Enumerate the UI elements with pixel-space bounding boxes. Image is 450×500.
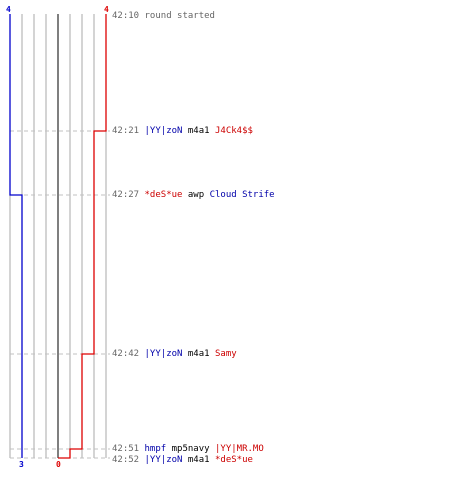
event-killer: *deS*ue: [144, 190, 183, 200]
event-weapon: awp: [187, 190, 205, 200]
event-time: 42:52: [112, 455, 140, 465]
event-weapon: m4a1: [187, 126, 210, 136]
event-time: 42:42: [112, 349, 140, 359]
red-team-line: [58, 14, 107, 459]
red-start-count: 4: [104, 5, 109, 14]
event-time: 42:21: [112, 126, 140, 136]
event-row: 42:21 |YY|zoN m4a1 J4Ck4$$: [112, 126, 253, 137]
event-victim: |YY|MR.MO: [214, 444, 264, 454]
event-row: 42:42 |YY|zoN m4a1 Samy: [112, 349, 237, 360]
event-killer: |YY|zoN: [144, 349, 183, 359]
event-row: 42:27 *deS*ue awp Cloud Strife: [112, 190, 275, 201]
event-time: 42:27: [112, 190, 140, 200]
event-victim: Cloud Strife: [209, 190, 275, 200]
event-text: round started: [144, 11, 215, 21]
blue-start-count: 4: [6, 5, 11, 14]
event-time: 42:10: [112, 11, 140, 21]
event-victim: *deS*ue: [214, 455, 253, 465]
event-weapon: m4a1: [187, 349, 210, 359]
event-time: 42:51: [112, 444, 140, 454]
event-row: 42:10 round started: [112, 11, 215, 22]
event-killer: |YY|zoN: [144, 455, 183, 465]
event-killer: hmpf: [144, 444, 167, 454]
event-weapon: mp5navy: [171, 444, 210, 454]
event-dashes: [10, 130, 110, 459]
event-killer: |YY|zoN: [144, 126, 183, 136]
blue-team-line: [9, 14, 23, 458]
blue-end-count: 3: [19, 460, 24, 469]
event-weapon: m4a1: [187, 455, 210, 465]
event-victim: J4Ck4$$: [214, 126, 253, 136]
event-victim: Samy: [214, 349, 237, 359]
event-row: 42:52 |YY|zoN m4a1 *deS*ue: [112, 455, 253, 466]
event-row: 42:51 hmpf mp5navy |YY|MR.MO: [112, 444, 264, 455]
red-end-count: 0: [56, 460, 61, 469]
grid-lines: [9, 14, 107, 458]
